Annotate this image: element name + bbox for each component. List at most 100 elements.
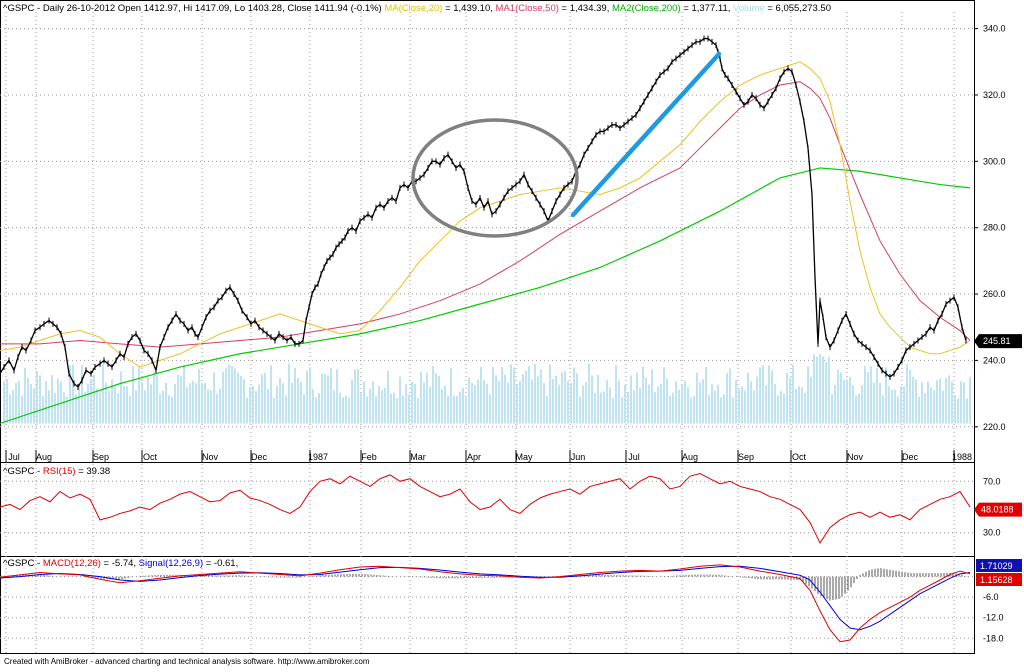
volume-bar (738, 388, 740, 424)
volume-bar (591, 375, 593, 424)
volume-bar (156, 375, 158, 424)
rsi-header-part: RSI(15) (43, 466, 76, 477)
volume-bar (351, 379, 353, 424)
volume-bar (159, 393, 161, 424)
volume-bar (897, 396, 899, 424)
signal-line (0, 565, 971, 631)
volume-bar (687, 386, 689, 424)
volume-bar (249, 387, 251, 424)
volume-bar (153, 371, 155, 424)
volume-bar (402, 395, 404, 424)
volume-bar (576, 373, 578, 424)
volume-bar (666, 378, 668, 424)
price-header-part: = 6,055,273.50 (765, 3, 831, 14)
volume-bar (663, 367, 665, 424)
volume-bar (189, 383, 191, 424)
volume-bar (852, 385, 854, 424)
volume-bar (630, 375, 632, 424)
volume-bar (786, 373, 788, 424)
macd-tick-label: -18.0 (983, 633, 1004, 643)
price-header-part: = 1,434.39, (559, 3, 612, 14)
volume-bar (186, 387, 188, 424)
volume-bar (534, 363, 536, 424)
month-label-nov: Nov (847, 452, 864, 462)
volume-bar (522, 373, 524, 424)
month-label-oct: Oct (143, 452, 158, 462)
volume-bar (744, 390, 746, 424)
rsi-header: ^GSPC - RSI(15) = 39.38 (3, 466, 110, 477)
month-label-jun: Jun (571, 452, 586, 462)
volume-bar (465, 397, 467, 424)
volume-bar (144, 390, 146, 424)
volume-bar (816, 356, 818, 424)
month-label-jul: Jul (8, 452, 20, 462)
volume-bar (291, 382, 293, 424)
volume-bar (573, 367, 575, 424)
volume-bar (9, 394, 11, 424)
month-label-nov: Nov (202, 452, 219, 462)
month-label-mar: Mar (410, 452, 426, 462)
volume-bar (750, 381, 752, 424)
y-tick-label: 340.0 (983, 24, 1006, 34)
volume-bar (600, 392, 602, 424)
volume-bar (642, 366, 644, 424)
volume-bar (939, 378, 941, 424)
volume-bar (132, 366, 134, 424)
volume-bar (597, 374, 599, 424)
macd-header-part: = -0.61, (203, 558, 238, 569)
month-label-apr: Apr (467, 452, 481, 462)
y-tick-label: 320.0 (983, 90, 1006, 100)
volume-bar (552, 379, 554, 424)
month-labels: Jul Aug Sep Oct Nov Dec 1987 Feb Mar Apr May Jun Jul… (8, 452, 972, 462)
volume-bar (60, 381, 62, 424)
volume-bar (654, 392, 656, 424)
volume-bar (957, 398, 959, 424)
volume-bar (876, 368, 878, 424)
macd-header: ^GSPC - MACD(12,26) = -5.74, Signal(12,2… (3, 558, 238, 569)
volume-bar (918, 396, 920, 424)
volume-bar (147, 377, 149, 424)
volume-bar (837, 369, 839, 424)
rsi-tick-label: 30.0 (983, 528, 1001, 538)
last-price-badge (974, 334, 1022, 349)
volume-bar (444, 385, 446, 424)
volume-bar (81, 365, 83, 424)
volume-bar (180, 375, 182, 424)
volume-bar (735, 379, 737, 424)
volume-bar (549, 364, 551, 424)
volume-bar (480, 366, 482, 424)
volume-bar (369, 388, 371, 424)
volume-bar (609, 387, 611, 424)
volume-bar (966, 398, 968, 424)
volume-bar (243, 379, 245, 424)
volume-bar (861, 385, 863, 424)
volume-bar (915, 379, 917, 424)
volume-bar (312, 389, 314, 424)
volume-bar (396, 398, 398, 424)
volume-bar (843, 379, 845, 424)
volume-bar (828, 357, 830, 424)
volume-bar (87, 383, 89, 424)
volume-bar (951, 381, 953, 424)
volume-bar (525, 370, 527, 424)
volume-bar (729, 368, 731, 424)
volume-bar (366, 396, 368, 424)
month-label-1988: 1988 (952, 452, 972, 462)
volume-bar (69, 365, 71, 424)
price-header-part: MA2(Close,200) (612, 3, 681, 14)
volume-bar (219, 388, 221, 424)
volume-bar (651, 369, 653, 424)
volume-bar (99, 392, 101, 424)
volume-bar (237, 372, 239, 424)
volume-bar (849, 377, 851, 424)
volume-bar (726, 372, 728, 424)
volume-bar (63, 392, 65, 424)
volume-bar (969, 376, 971, 424)
volume-bar (774, 384, 776, 424)
volume-bar (309, 367, 311, 424)
y-tick-label: 280.0 (983, 223, 1006, 233)
volume-bar (723, 394, 725, 424)
volume-bar (636, 372, 638, 424)
